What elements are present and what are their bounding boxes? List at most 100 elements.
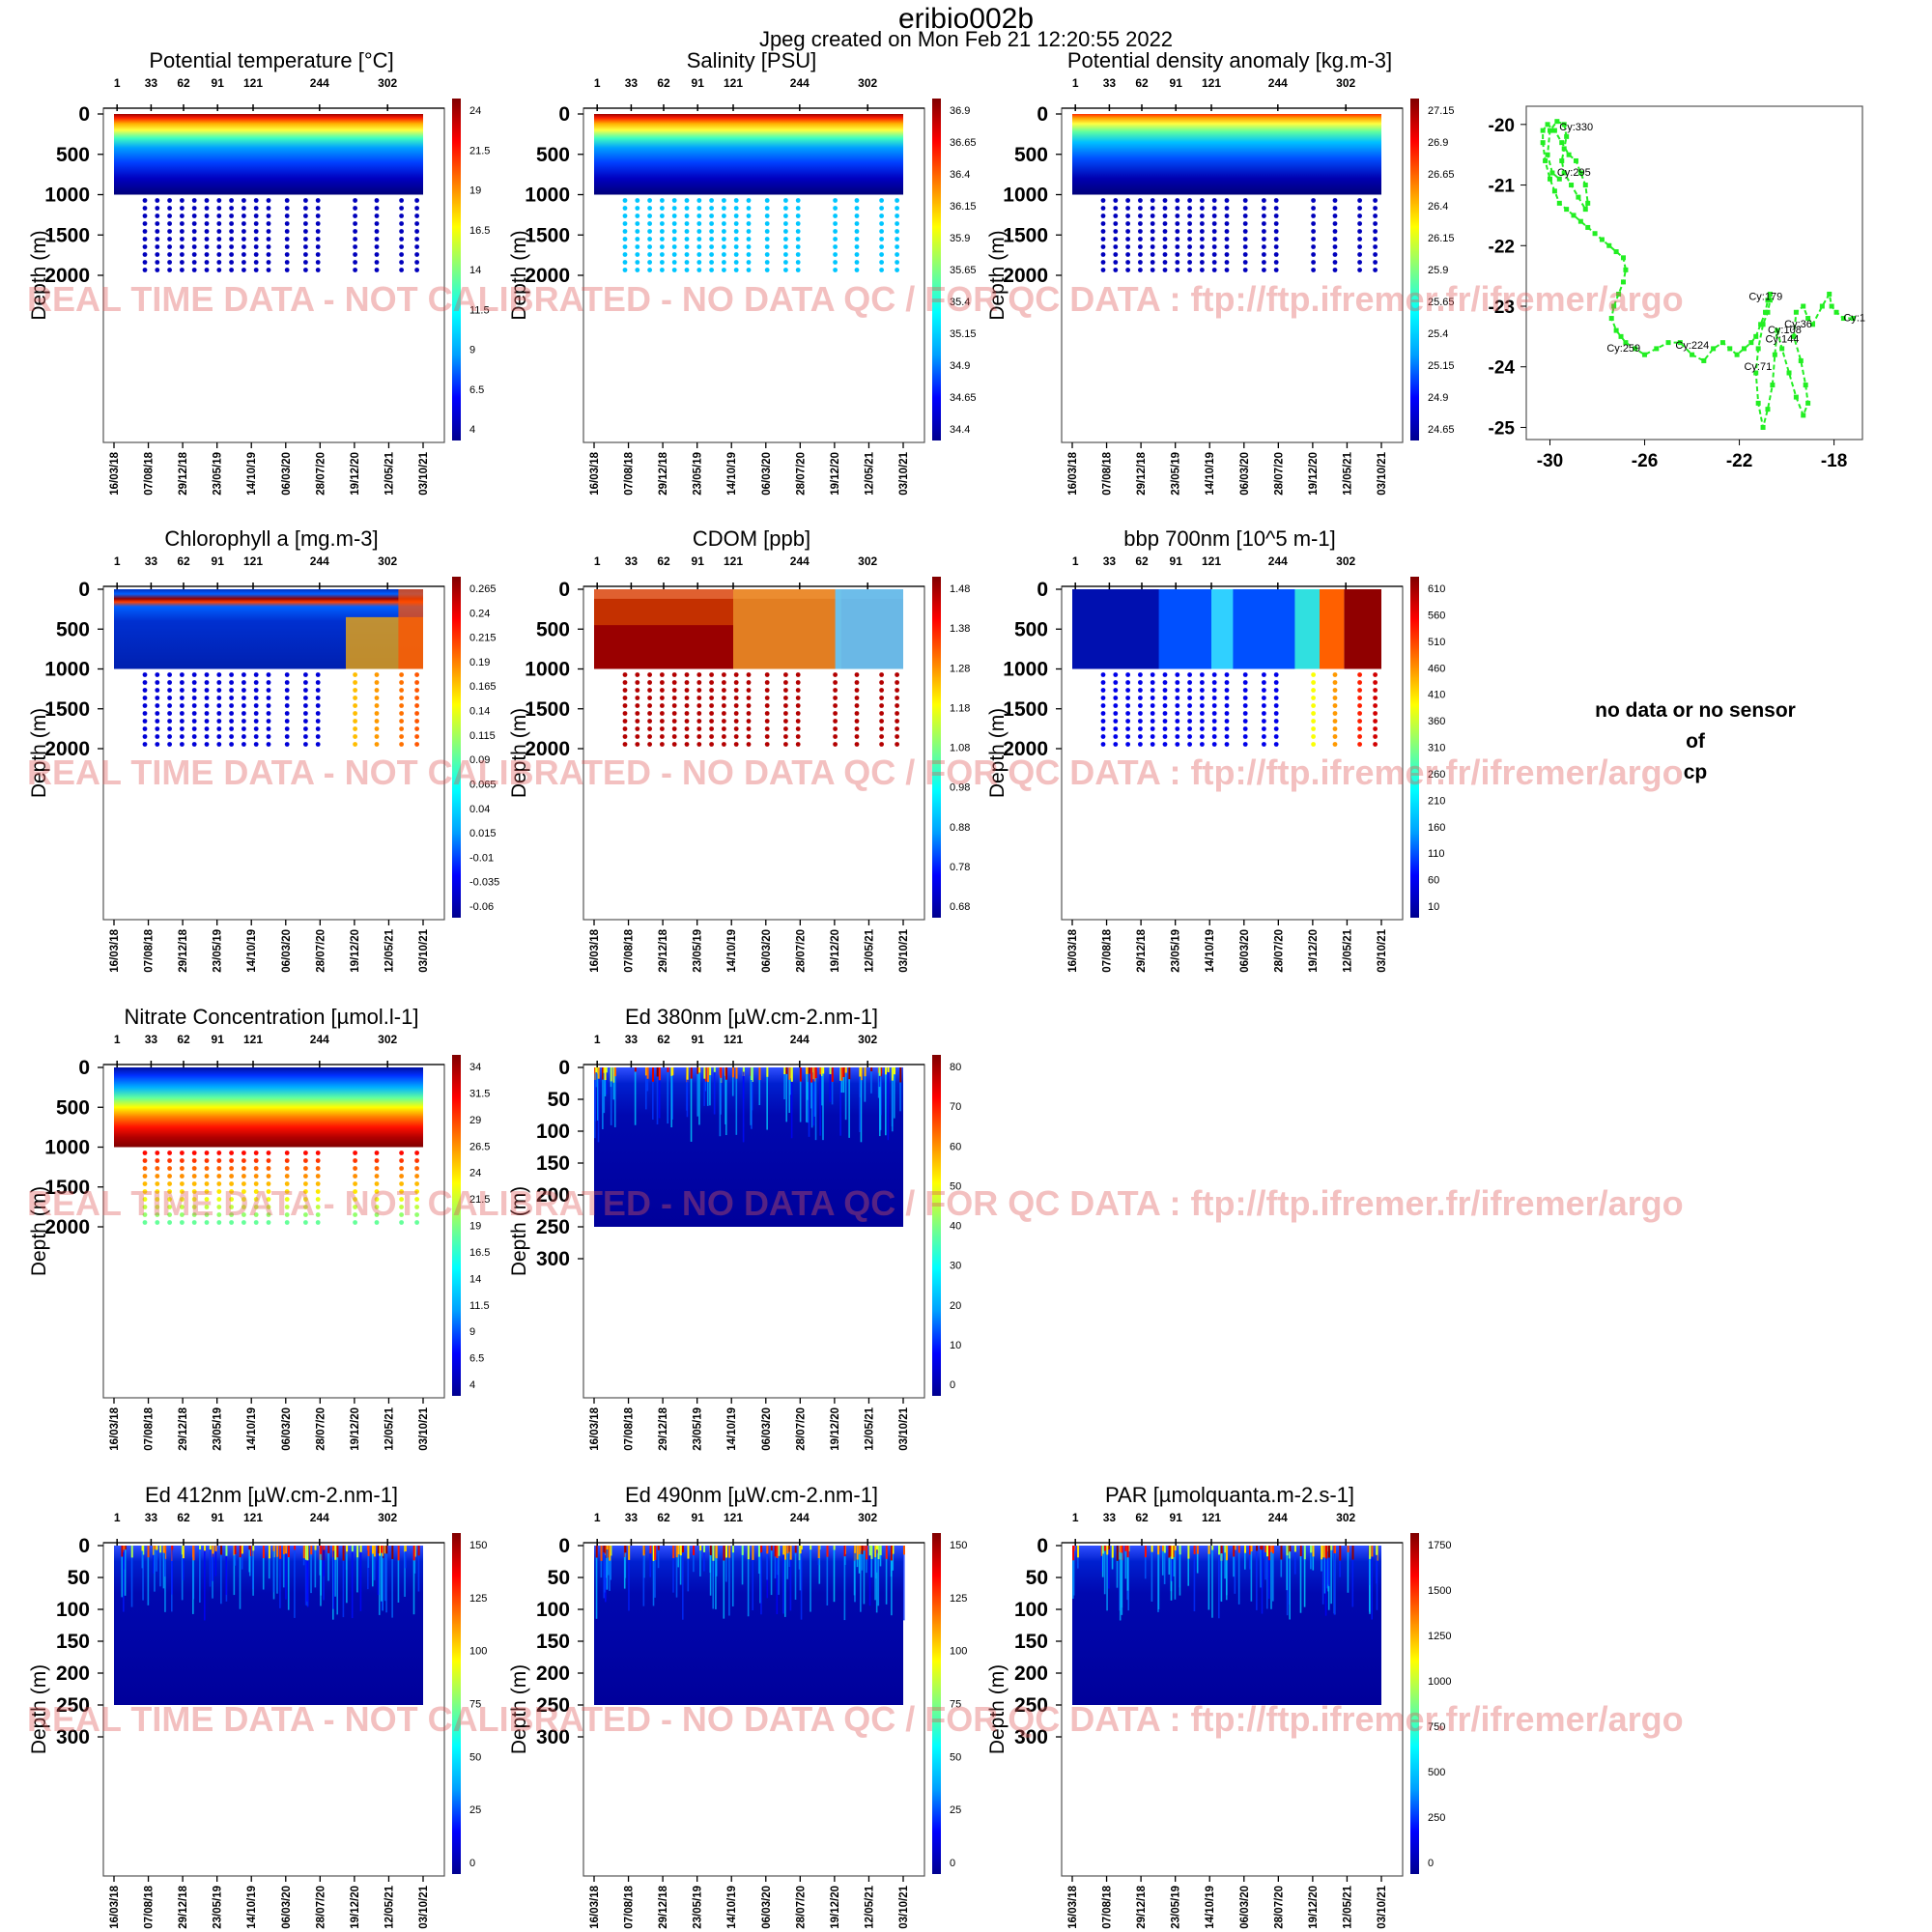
profile-dot — [204, 726, 210, 731]
profile-dot — [1162, 206, 1168, 211]
profile-dot — [414, 742, 419, 747]
profile-dot — [155, 711, 160, 716]
profile-dot — [253, 680, 259, 685]
profile-dot — [155, 734, 160, 739]
surface-value — [306, 1546, 309, 1561]
watermark-layer: REAL TIME DATA - NOT CALIBRATED - NO DAT… — [27, 279, 1684, 1739]
panel-12: PAR [µmolquanta.m-2.s-1]1 33 62 91 121 244 302… — [986, 1483, 1451, 1929]
profile-dot — [1211, 206, 1217, 211]
surface-value — [1193, 1546, 1196, 1554]
date-tick-label: 23/05/19 — [1171, 1886, 1182, 1929]
profile-dot — [1113, 237, 1119, 242]
profile-dot — [833, 244, 838, 249]
profile-dot — [1113, 221, 1119, 226]
surface-value — [602, 1067, 605, 1080]
surface-value — [1119, 1546, 1122, 1553]
profile-dot — [783, 268, 788, 272]
profile-dot — [709, 229, 714, 234]
track-point — [1758, 322, 1764, 327]
profile-dot — [374, 268, 380, 272]
profile-dot — [1150, 719, 1155, 724]
colorbar-tick-label: 1.28 — [950, 663, 970, 674]
profile-streak — [1108, 1546, 1110, 1589]
profile-dot — [879, 672, 884, 677]
profile-dot — [1113, 268, 1119, 272]
y-tick-label: 1500 — [44, 698, 90, 721]
profile-dot — [1224, 688, 1230, 693]
profile-streak — [789, 1546, 792, 1611]
colorbar-tick-label: 0.04 — [469, 804, 490, 815]
surface-value — [1286, 1546, 1289, 1556]
profile-dot — [414, 198, 419, 203]
profile-dot — [764, 206, 770, 211]
profile-dot — [353, 1158, 357, 1163]
cycle-tick-label: 62 — [657, 1511, 670, 1524]
profile-dot — [1242, 688, 1248, 693]
profile-streak — [672, 1546, 674, 1593]
profile-dot — [155, 1212, 160, 1217]
profile-dot — [1125, 244, 1130, 249]
cycle-tick-label: 302 — [1336, 76, 1355, 90]
surface-value — [840, 1067, 843, 1081]
profile-dot — [315, 672, 321, 677]
profile-streak — [327, 1546, 329, 1581]
profile-dot — [142, 206, 148, 211]
profile-dot — [647, 221, 652, 226]
track-point — [1763, 309, 1769, 315]
profile-streak — [384, 1546, 386, 1602]
profile-streak — [282, 1546, 285, 1588]
profile-dot — [315, 260, 321, 265]
surface-value — [1157, 1546, 1160, 1555]
surface-value — [698, 1067, 701, 1073]
profile-dot — [1311, 252, 1316, 257]
no-data-line: no data or no sensor — [1595, 699, 1796, 722]
cycle-tick-label: 62 — [657, 554, 670, 568]
profile-dot — [671, 229, 677, 234]
profile-streak — [703, 1546, 705, 1572]
profile-dot — [1113, 198, 1119, 203]
profile-dot — [374, 742, 380, 747]
profile-streak — [1171, 1546, 1174, 1581]
profile-dot — [242, 742, 246, 747]
profile-dot — [142, 244, 148, 249]
profile-dot — [722, 688, 726, 693]
profile-dot — [1200, 237, 1205, 242]
profile-dot — [879, 726, 884, 731]
surface-value — [821, 1067, 824, 1077]
surface-value — [252, 1546, 255, 1551]
profile-streak — [778, 1546, 780, 1595]
profile-dot — [635, 252, 640, 257]
profile-dot — [1242, 229, 1248, 234]
profile-dot — [353, 742, 357, 747]
profile-dot — [191, 1166, 197, 1171]
profile-dot — [284, 1174, 290, 1179]
profile-streak — [652, 1546, 655, 1606]
colorbar-tick-label: 20 — [950, 1300, 961, 1312]
surface-value — [863, 1546, 866, 1551]
profile-dot — [191, 680, 197, 685]
profile-dot — [167, 252, 173, 257]
cycle-tick-label: 302 — [378, 1511, 397, 1524]
profile-streak — [774, 1546, 777, 1578]
profile-dot — [1211, 244, 1217, 249]
profile-streak — [1376, 1546, 1378, 1584]
profile-dot — [315, 696, 321, 700]
profile-dot — [1125, 198, 1130, 203]
cycle-tick-label: 33 — [625, 1511, 639, 1524]
surface-value — [356, 1546, 359, 1558]
profile-dot — [1357, 260, 1362, 265]
profile-dot — [266, 1212, 271, 1217]
profile-dot — [180, 260, 185, 265]
profile-dot — [1138, 688, 1143, 693]
profile-dot — [180, 206, 185, 211]
profile-dot — [315, 1197, 321, 1202]
colorbar-tick-label: 0.265 — [469, 583, 497, 595]
track-point — [1753, 370, 1759, 376]
colorbar-tick-label: 60 — [1428, 875, 1439, 887]
profile-dot — [303, 268, 308, 272]
profile-dot — [696, 672, 702, 677]
surface-value — [861, 1546, 864, 1554]
profile-dot — [155, 719, 160, 724]
profile-dot — [1311, 726, 1316, 731]
profile-dot — [303, 213, 308, 218]
